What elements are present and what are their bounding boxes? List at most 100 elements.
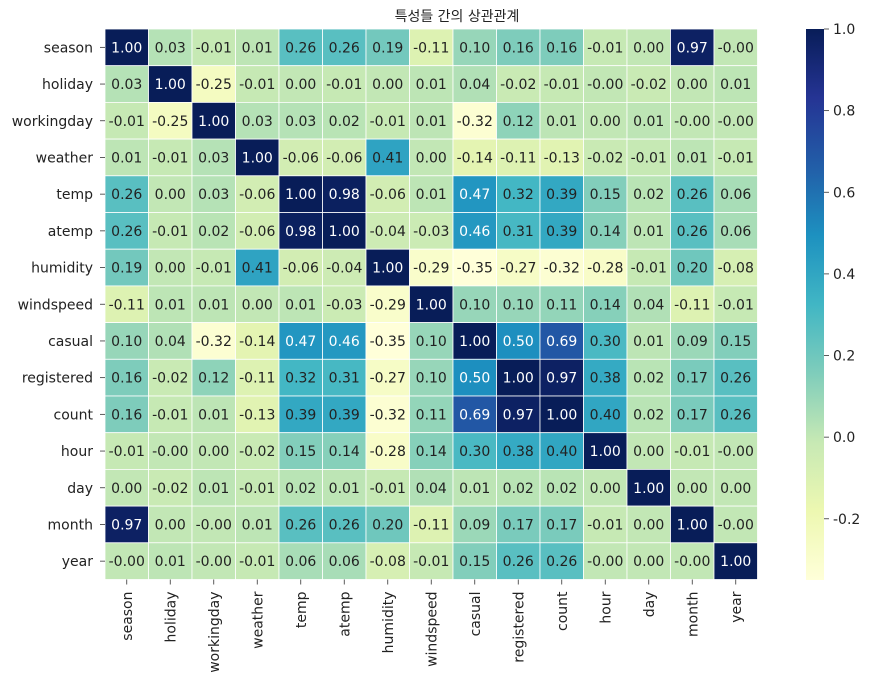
y-tick-label-workingday: workingday xyxy=(12,114,93,130)
heatmap-cell-value-day-day: 1.00 xyxy=(633,481,664,497)
heatmap-cell-value-year-holiday: 0.01 xyxy=(155,554,186,570)
y-tick-label-count: count xyxy=(54,407,94,423)
heatmap-cell-day-holiday xyxy=(148,468,193,507)
heatmap-cell-windspeed-day xyxy=(626,285,671,323)
heatmap-cell-registered-year xyxy=(713,358,758,397)
heatmap-cell-weather-weather xyxy=(235,138,280,177)
heatmap-cell-value-count-atemp: 0.39 xyxy=(329,407,360,423)
heatmap-cell-value-month-temp: 0.26 xyxy=(285,517,316,533)
heatmap-cell-year-casual xyxy=(452,542,497,580)
heatmap-cell-month-holiday xyxy=(148,505,193,544)
heatmap-cell-registered-hour xyxy=(583,358,628,397)
heatmap-cell-atemp-windspeed xyxy=(409,212,454,250)
heatmap-cell-temp-month xyxy=(670,175,715,213)
y-tick-label-registered: registered xyxy=(22,371,93,387)
heatmap-cell-holiday-weather xyxy=(235,65,280,103)
heatmap-cell-registered-windspeed xyxy=(409,358,454,397)
heatmap-cell-value-hour-season: -0.01 xyxy=(109,444,145,460)
heatmap-cell-value-season-casual: 0.10 xyxy=(459,40,490,56)
heatmap-cell-value-casual-day: 0.01 xyxy=(633,334,664,350)
heatmap-cell-workingday-casual xyxy=(452,102,497,140)
heatmap-cell-holiday-day xyxy=(626,65,671,103)
heatmap-cell-value-hour-day: 0.00 xyxy=(633,444,664,460)
x-tick-label-workingday: workingday xyxy=(207,592,223,673)
heatmap-cell-value-atemp-day: 0.01 xyxy=(633,224,664,240)
heatmap-cell-temp-weather xyxy=(235,175,280,213)
heatmap-cell-windspeed-temp xyxy=(278,285,323,323)
heatmap-cell-value-registered-workingday: 0.12 xyxy=(198,371,229,387)
heatmap-cell-value-registered-atemp: 0.31 xyxy=(329,371,360,387)
heatmap-cell-value-hour-month: -0.01 xyxy=(674,444,710,460)
heatmap-cell-value-windspeed-month: -0.11 xyxy=(674,297,710,313)
heatmap-cell-hour-hour xyxy=(583,432,628,470)
heatmap-cell-value-holiday-workingday: -0.25 xyxy=(196,77,232,93)
heatmap-cell-value-workingday-workingday: 1.00 xyxy=(198,114,229,130)
heatmap-cell-value-month-casual: 0.09 xyxy=(459,517,490,533)
heatmap-cell-value-month-humidity: 0.20 xyxy=(372,517,403,533)
heatmap-cell-registered-count xyxy=(539,358,584,397)
heatmap-cell-atemp-hour xyxy=(583,212,628,250)
heatmap-cell-season-season xyxy=(104,28,149,67)
heatmap-cell-value-count-casual: 0.69 xyxy=(459,407,490,423)
heatmap-cell-value-workingday-season: -0.01 xyxy=(109,114,145,130)
heatmap-cell-value-atemp-holiday: -0.01 xyxy=(152,224,188,240)
x-axis-tick-labels: season holiday workingday weather temp atemp h… xyxy=(120,579,745,673)
x-tick-label-year: year xyxy=(729,591,745,622)
heatmap-cell-value-season-windspeed: -0.11 xyxy=(413,40,449,56)
heatmap-cell-value-day-month: 0.00 xyxy=(677,481,708,497)
heatmap-cell-windspeed-count xyxy=(539,285,584,323)
heatmap-cell-casual-casual xyxy=(452,322,497,360)
heatmap-cell-value-casual-registered: 0.50 xyxy=(503,334,534,350)
heatmap-cell-value-atemp-humidity: -0.04 xyxy=(370,224,406,240)
x-tick-label-hour: hour xyxy=(598,591,614,623)
heatmap-cell-weather-windspeed xyxy=(409,138,454,177)
heatmap-cell-value-weather-temp: -0.06 xyxy=(283,150,319,166)
heatmap-cell-value-casual-count: 0.69 xyxy=(546,334,577,350)
heatmap-cell-value-season-humidity: 0.19 xyxy=(372,40,403,56)
heatmap-cell-weather-count xyxy=(539,138,584,177)
heatmap-cell-value-humidity-season: 0.19 xyxy=(111,261,142,277)
heatmap-cell-value-casual-workingday: -0.32 xyxy=(196,334,232,350)
heatmap-cell-registered-month xyxy=(670,358,715,397)
heatmap-cell-value-registered-month: 0.17 xyxy=(677,371,708,387)
heatmap-cell-value-humidity-month: 0.20 xyxy=(677,261,708,277)
heatmap-cell-value-casual-season: 0.10 xyxy=(111,334,142,350)
heatmap-cell-month-humidity xyxy=(365,505,410,544)
heatmap-cell-year-windspeed xyxy=(409,542,454,580)
heatmap-cell-value-weather-humidity: 0.41 xyxy=(372,150,403,166)
heatmap-cell-value-weather-windspeed: 0.00 xyxy=(416,150,447,166)
heatmap-cell-value-workingday-atemp: 0.02 xyxy=(329,114,360,130)
colorbar-tick-label: 0.8 xyxy=(833,104,855,120)
heatmap-cell-hour-count xyxy=(539,432,584,470)
heatmap-cell-count-season xyxy=(104,395,149,434)
chart-title: 특성들 간의 상관관계 xyxy=(395,9,520,25)
heatmap-cell-value-windspeed-season: -0.11 xyxy=(109,297,145,313)
heatmap-cell-value-registered-casual: 0.50 xyxy=(459,371,490,387)
heatmap-cell-value-casual-hour: 0.30 xyxy=(590,334,621,350)
heatmap-cell-value-weather-month: 0.01 xyxy=(677,150,708,166)
heatmap-cell-value-month-atemp: 0.26 xyxy=(329,517,360,533)
heatmap-cell-value-month-year: -0.00 xyxy=(718,517,754,533)
heatmap-cell-temp-season xyxy=(104,175,149,213)
heatmap-cell-hour-year xyxy=(713,432,758,470)
heatmap-cell-value-workingday-hour: 0.00 xyxy=(590,114,621,130)
heatmap-cell-value-workingday-year: -0.00 xyxy=(718,114,754,130)
heatmap-cell-value-temp-workingday: 0.03 xyxy=(198,187,229,203)
y-tick-label-atemp: atemp xyxy=(48,224,93,240)
heatmap-cell-value-season-holiday: 0.03 xyxy=(155,40,186,56)
heatmap-cell-value-count-season: 0.16 xyxy=(111,407,142,423)
heatmap-cell-value-workingday-temp: 0.03 xyxy=(285,114,316,130)
heatmap-cell-registered-day xyxy=(626,358,671,397)
heatmap-cell-value-month-weather: 0.01 xyxy=(242,517,273,533)
heatmap-cell-value-month-holiday: 0.00 xyxy=(155,517,186,533)
heatmap-cell-humidity-month xyxy=(670,248,715,287)
heatmap-cell-season-month xyxy=(670,28,715,67)
heatmap-cell-value-weather-casual: -0.14 xyxy=(457,150,493,166)
y-tick-label-month: month xyxy=(48,517,93,533)
heatmap-cell-value-workingday-casual: -0.32 xyxy=(457,114,493,130)
heatmap-cell-value-month-count: 0.17 xyxy=(546,517,577,533)
heatmap-cell-value-registered-windspeed: 0.10 xyxy=(416,371,447,387)
heatmap-cell-value-temp-day: 0.02 xyxy=(633,187,664,203)
heatmap-cell-value-atemp-count: 0.39 xyxy=(546,224,577,240)
heatmap-cell-value-holiday-temp: 0.00 xyxy=(285,77,316,93)
